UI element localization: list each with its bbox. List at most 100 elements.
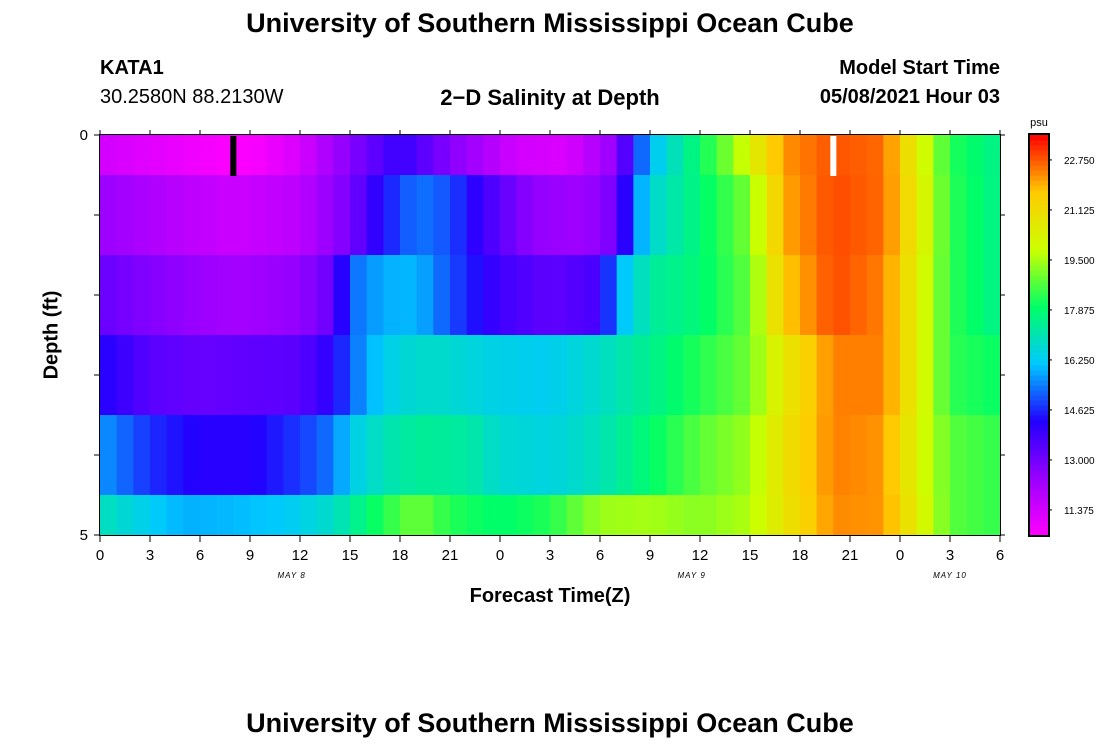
- heatmap-cell: [250, 175, 268, 256]
- heatmap-cell: [250, 255, 268, 336]
- heatmap-cell: [516, 135, 534, 176]
- heatmap-cell: [450, 175, 468, 256]
- heatmap-cell: [300, 255, 318, 336]
- heatmap-cell: [250, 335, 268, 416]
- heatmap-cell: [183, 495, 201, 536]
- colorbar-band: [1030, 495, 1048, 501]
- heatmap-cell: [183, 335, 201, 416]
- heatmap-cell: [550, 335, 568, 416]
- heatmap-cell: [766, 255, 784, 336]
- heatmap-cell: [433, 415, 451, 496]
- x-tick-label: 15: [342, 547, 359, 564]
- heatmap-cell: [350, 495, 368, 536]
- heatmap-cell: [183, 255, 201, 336]
- heatmap-cell: [983, 135, 1001, 176]
- station-id: KATA1: [100, 57, 164, 79]
- black-time-marker: [230, 136, 237, 176]
- heatmap-cell: [850, 495, 868, 536]
- colorbar-band: [1030, 295, 1048, 301]
- heatmap-cell: [516, 255, 534, 336]
- heatmap-cell: [350, 135, 368, 176]
- colorbar-band: [1030, 315, 1048, 321]
- colorbar-band: [1030, 305, 1048, 311]
- heatmap-cell: [566, 335, 584, 416]
- heatmap-cell: [750, 335, 768, 416]
- heatmap-cell: [316, 175, 334, 256]
- heatmap-cell: [700, 335, 718, 416]
- x-tick-label: 0: [496, 547, 504, 564]
- heatmap-cell: [100, 175, 118, 256]
- heatmap-cell: [433, 335, 451, 416]
- model-start-label: Model Start Time: [839, 57, 1000, 79]
- heatmap-cell: [416, 175, 434, 256]
- top-title: University of Southern Mississippi Ocean…: [246, 8, 854, 38]
- heatmap-cell: [533, 255, 551, 336]
- heatmap-cell: [266, 335, 284, 416]
- heatmap-cell: [433, 175, 451, 256]
- heatmap-cell: [383, 175, 401, 256]
- colorbar-band: [1030, 445, 1048, 451]
- colorbar-band: [1030, 280, 1048, 286]
- colorbar-band: [1030, 420, 1048, 426]
- heatmap-cell: [100, 135, 118, 176]
- heatmap-cell: [733, 415, 751, 496]
- heatmap-cell: [816, 175, 834, 256]
- heatmap-cell: [550, 255, 568, 336]
- heatmap-cell: [266, 175, 284, 256]
- heatmap-cell: [916, 495, 934, 536]
- colorbar-band: [1030, 285, 1048, 291]
- colorbar-band: [1030, 360, 1048, 366]
- heatmap-cell: [133, 495, 151, 536]
- heatmap-cell: [333, 255, 351, 336]
- colorbar-band: [1030, 520, 1048, 526]
- colorbar-band: [1030, 355, 1048, 361]
- heatmap-cell: [866, 255, 884, 336]
- heatmap-cell: [966, 495, 984, 536]
- colorbar-band: [1030, 290, 1048, 296]
- heatmap-cell: [583, 495, 601, 536]
- heatmap-cell: [716, 415, 734, 496]
- x-tick-label: 12: [292, 547, 309, 564]
- heatmap-cell: [650, 175, 668, 256]
- heatmap-cell: [500, 135, 518, 176]
- heatmap-cell: [566, 495, 584, 536]
- colorbar-band: [1030, 440, 1048, 446]
- heatmap-cell: [683, 255, 701, 336]
- heatmap-cell: [466, 175, 484, 256]
- heatmap-cell: [533, 135, 551, 176]
- date-label: MAY 9: [678, 571, 706, 580]
- heatmap-cell: [950, 415, 968, 496]
- white-time-marker: [830, 136, 837, 176]
- heatmap-cell: [783, 415, 801, 496]
- heatmap-cell: [300, 415, 318, 496]
- x-tick-label: 18: [392, 547, 409, 564]
- heatmap-cell: [483, 135, 501, 176]
- heatmap-cell: [783, 175, 801, 256]
- heatmap-cell: [483, 175, 501, 256]
- heatmap-cell: [283, 175, 301, 256]
- colorbar-band: [1030, 265, 1048, 271]
- colorbar-band: [1030, 410, 1048, 416]
- colorbar-band: [1030, 210, 1048, 216]
- heatmap-cell: [283, 495, 301, 536]
- colorbar-band: [1030, 465, 1048, 471]
- heatmap-cell: [683, 335, 701, 416]
- heatmap-cell: [433, 495, 451, 536]
- heatmap-cell: [150, 255, 168, 336]
- colorbar-band: [1030, 155, 1048, 161]
- colorbar-band: [1030, 230, 1048, 236]
- colorbar-band: [1030, 250, 1048, 256]
- colorbar-band: [1030, 255, 1048, 261]
- colorbar-tick-label: 16.250: [1064, 356, 1095, 367]
- heatmap-cell: [200, 135, 218, 176]
- colorbar-band: [1030, 475, 1048, 481]
- heatmap-cell: [900, 415, 918, 496]
- heatmap-cell: [616, 175, 634, 256]
- heatmap-cell: [250, 415, 268, 496]
- colorbar-band: [1030, 215, 1048, 221]
- x-tick-label: 12: [692, 547, 709, 564]
- heatmap-cell: [483, 495, 501, 536]
- heatmap-cell: [383, 415, 401, 496]
- heatmap-cell: [283, 255, 301, 336]
- heatmap-cell: [800, 335, 818, 416]
